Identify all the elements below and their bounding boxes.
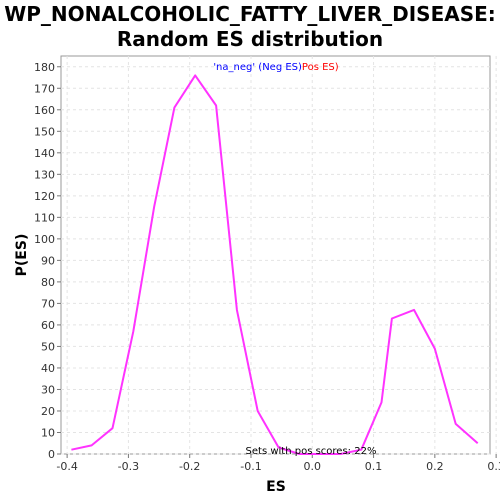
x-tick-label: -0.3 bbox=[118, 460, 139, 473]
y-tick-label: 160 bbox=[34, 104, 55, 117]
y-tick-label: 10 bbox=[41, 426, 55, 439]
x-tick-label: -0.4 bbox=[56, 460, 77, 473]
y-tick-label: 50 bbox=[41, 340, 55, 353]
plot-area bbox=[61, 56, 490, 454]
y-axis: 0 10 20 30 40 50 60 70 80 90 100 110 120 130 140 150 160… bbox=[34, 61, 61, 461]
y-tick-label: 70 bbox=[41, 297, 55, 310]
y-tick-label: 40 bbox=[41, 362, 55, 375]
y-tick-label: 120 bbox=[34, 190, 55, 203]
y-tick-label: 60 bbox=[41, 319, 55, 332]
x-tick-label: 0.3 bbox=[487, 460, 500, 473]
y-tick-label: 90 bbox=[41, 254, 55, 267]
pos-scores-annotation: Sets with pos scores: 22% bbox=[246, 446, 377, 457]
legend: 'na_neg' (Neg ES)Pos ES) bbox=[213, 62, 338, 73]
x-axis-label: ES bbox=[266, 479, 286, 495]
legend-neg-entry: 'na_neg' (Neg ES) bbox=[213, 62, 302, 73]
y-tick-label: 20 bbox=[41, 405, 55, 418]
y-tick-label: 110 bbox=[34, 211, 55, 224]
x-tick-label: -0.1 bbox=[240, 460, 261, 473]
y-tick-label: 30 bbox=[41, 383, 55, 396]
y-tick-label: 0 bbox=[48, 448, 55, 461]
y-tick-label: 100 bbox=[34, 233, 55, 246]
y-tick-label: 140 bbox=[34, 147, 55, 160]
x-tick-label: -0.2 bbox=[179, 460, 200, 473]
y-tick-label: 130 bbox=[34, 168, 55, 181]
legend-pos-entry: Pos ES) bbox=[302, 62, 339, 73]
x-tick-label: 0.1 bbox=[365, 460, 383, 473]
x-tick-label: 0.2 bbox=[426, 460, 444, 473]
y-tick-label: 180 bbox=[34, 61, 55, 74]
x-tick-label: 0.0 bbox=[304, 460, 322, 473]
y-tick-label: 170 bbox=[34, 82, 55, 95]
y-axis-label: P(ES) bbox=[14, 234, 30, 277]
y-tick-label: 150 bbox=[34, 125, 55, 138]
y-tick-label: 80 bbox=[41, 276, 55, 289]
